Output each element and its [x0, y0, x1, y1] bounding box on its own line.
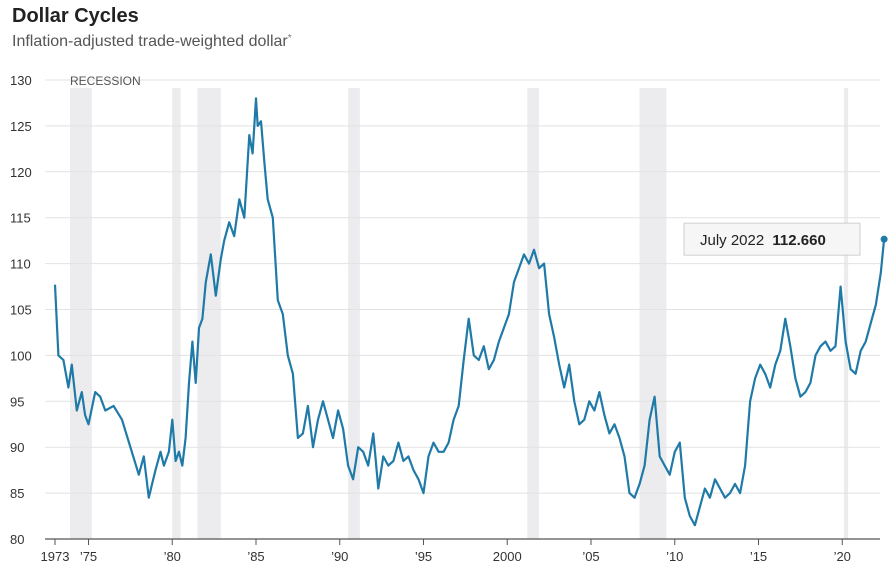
x-tick-label-2020: ’20 — [834, 549, 851, 564]
x-tick-label-1975: ’75 — [80, 549, 97, 564]
recession-band-4 — [348, 88, 360, 539]
x-tick-label-1995: ’95 — [415, 549, 432, 564]
gridlines — [45, 79, 880, 540]
recession-band-3 — [197, 88, 221, 539]
y-tick-label-110: 110 — [10, 257, 31, 272]
callout-point — [880, 235, 888, 243]
subtitle-text: Inflation-adjusted trade-weighted dollar — [12, 33, 288, 50]
recession-band-5 — [527, 88, 540, 539]
callout-box — [683, 222, 861, 256]
callout-text: July 2022 112.660 — [700, 232, 826, 249]
chart-subtitle: Inflation-adjusted trade-weighted dollar… — [12, 33, 292, 51]
y-axis-tick-labels: 80 85 90 95 100 105 110 115 120 125 130 — [10, 73, 32, 547]
y-tick-label-100: 100 — [10, 348, 32, 363]
x-tick-label-1985: ’85 — [247, 549, 264, 564]
x-tick-label-2015: ’15 — [750, 549, 767, 564]
recession-band-1 — [70, 88, 92, 539]
callout: July 2022 112.660 — [683, 222, 888, 256]
callout-value: 112.660 — [772, 232, 825, 249]
subtitle-footnote-marker: * — [287, 33, 292, 44]
y-tick-label-95: 95 — [10, 394, 24, 409]
series-line-1 — [53, 97, 886, 527]
y-tick-label-90: 90 — [10, 440, 24, 455]
y-tick-label-120: 120 — [10, 165, 32, 180]
x-tick-label-2010: ’10 — [666, 549, 683, 564]
y-tick-label-105: 105 — [10, 303, 32, 318]
y-tick-label-130: 130 — [10, 73, 32, 88]
series-layer — [53, 97, 886, 527]
chart-title: Dollar Cycles — [12, 5, 139, 27]
x-tick-label-2005: ’05 — [582, 549, 599, 564]
recession-band-2 — [172, 88, 181, 539]
x-tick-label-1973: 1973 — [41, 549, 70, 564]
recession-band-7 — [843, 88, 849, 539]
callout-date: July 2022 — [700, 232, 768, 249]
y-tick-label-85: 85 — [10, 486, 24, 501]
y-tick-label-125: 125 — [10, 119, 32, 134]
y-tick-label-115: 115 — [10, 211, 31, 226]
x-tick-label-1980: ’80 — [164, 549, 181, 564]
x-axis: 1973 ’75 ’80 ’85 ’90 ’95 2000 ’05 ’10 ’15 ’20 — [41, 539, 851, 564]
y-tick-label-80: 80 — [10, 532, 24, 547]
recession-bands — [70, 88, 849, 539]
recession-label: RECESSION — [70, 74, 141, 88]
x-tick-label-2000: 2000 — [493, 549, 522, 564]
x-tick-label-1990: ’90 — [331, 549, 348, 564]
